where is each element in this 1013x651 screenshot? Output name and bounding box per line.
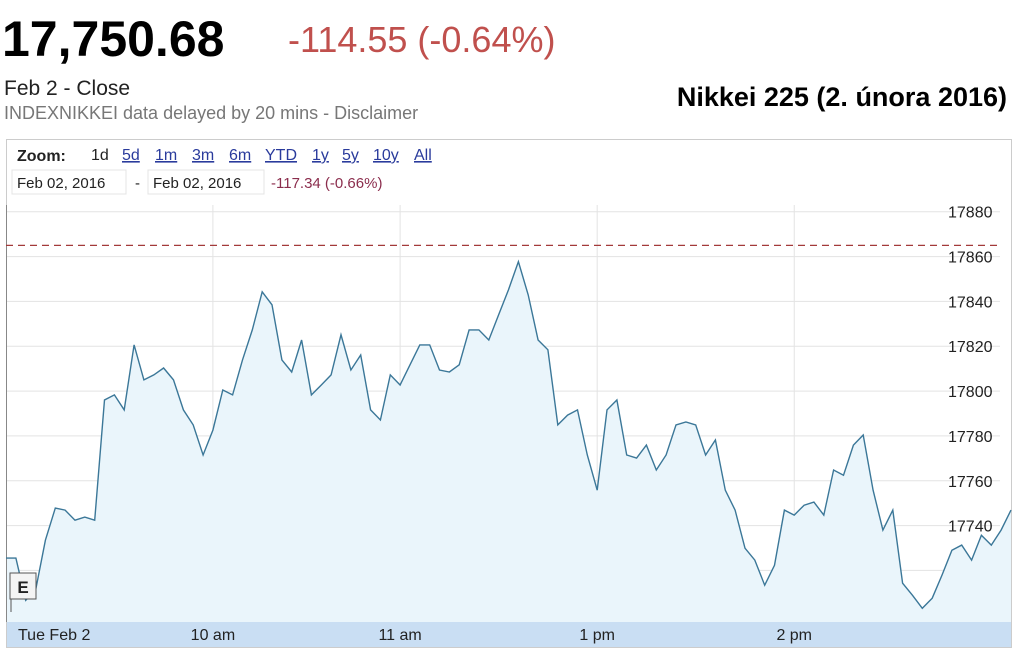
zoom-label: Zoom: xyxy=(17,148,66,165)
zoom-option[interactable]: 3m xyxy=(192,147,214,164)
x-tick-label: Tue Feb 2 xyxy=(18,627,90,644)
price: 17,750.68 xyxy=(2,11,224,67)
x-axis-band xyxy=(7,622,1011,647)
x-tick-label: 2 pm xyxy=(776,627,812,644)
zoom-option[interactable]: 5y xyxy=(342,147,359,164)
range-change: -117.34 (-0.66%) xyxy=(271,175,382,192)
range-from[interactable]: Feb 02, 2016 xyxy=(17,175,105,192)
x-tick-label: 11 am xyxy=(378,627,421,644)
y-tick-label: 17760 xyxy=(948,474,993,491)
x-tick-label: 1 pm xyxy=(579,627,615,644)
price-change: -114.55 (-0.64%) xyxy=(288,19,555,60)
session: Feb 2 - Close xyxy=(4,77,130,100)
y-tick-label: 17820 xyxy=(948,339,993,356)
y-tick-label: 17740 xyxy=(948,519,993,536)
range-separator: - xyxy=(135,175,140,192)
y-tick-label: 17860 xyxy=(948,250,993,267)
zoom-option[interactable]: 6m xyxy=(229,147,251,164)
event-flag-label[interactable]: E xyxy=(17,578,28,597)
zoom-option[interactable]: 5d xyxy=(122,147,140,164)
delay-note: INDEXNIKKEI data delayed by 20 mins - Di… xyxy=(4,103,418,123)
y-tick-label: 17840 xyxy=(948,294,993,311)
range-to[interactable]: Feb 02, 2016 xyxy=(153,175,241,192)
range-from-box[interactable] xyxy=(11,169,127,195)
y-tick-label: 17800 xyxy=(948,384,993,401)
zoom-option[interactable]: 1m xyxy=(155,147,177,164)
event-flag[interactable] xyxy=(9,572,37,600)
area xyxy=(6,261,1011,622)
range-to-box[interactable] xyxy=(147,169,265,195)
caption: Nikkei 225 (2. února 2016) xyxy=(677,82,1007,112)
price-line xyxy=(6,259,1012,610)
zoom-option[interactable]: 1d xyxy=(91,147,109,164)
y-tick-label: 17880 xyxy=(948,205,993,222)
y-tick-label: 17780 xyxy=(948,429,993,446)
zoom-option[interactable]: All xyxy=(414,147,432,164)
zoom-option[interactable]: 10y xyxy=(373,147,399,164)
zoom-option[interactable]: YTD xyxy=(265,147,297,164)
x-tick-label: 10 am xyxy=(191,627,235,644)
zoom-option[interactable]: 1y xyxy=(312,147,329,164)
